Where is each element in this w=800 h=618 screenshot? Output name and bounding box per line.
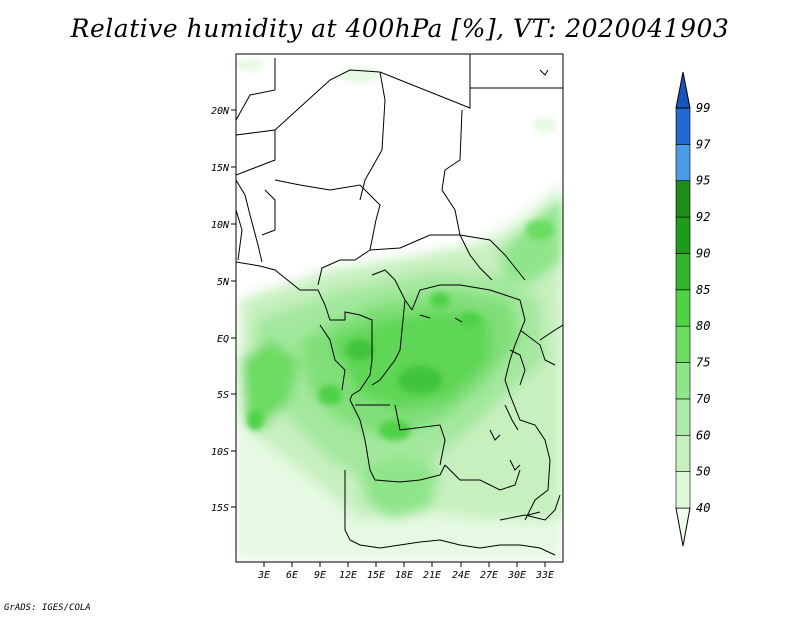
grads-credit: GrADS: IGES/COLA xyxy=(4,603,91,613)
colorbar-segment xyxy=(675,216,691,254)
longitude-axis: 3E 6E 9E 12E 15E 18E 21E 24E 27E 30E 33E xyxy=(257,562,554,581)
colorbar-top-arrow xyxy=(675,71,691,109)
lat-tick-label: EQ xyxy=(217,334,229,345)
latitude-axis: 20N 15N 10N 5N EQ 5S 10S 15S xyxy=(211,106,236,514)
colorbar-segment xyxy=(675,289,691,327)
colorbar-segment xyxy=(675,471,691,509)
colorbar-segment xyxy=(675,325,691,363)
colorbar-label: 90 xyxy=(696,246,710,260)
lat-tick-label: 10S xyxy=(211,447,229,458)
country-borders xyxy=(236,54,563,556)
colorbar-label: 40 xyxy=(696,501,710,515)
colorbar-segment xyxy=(675,180,691,218)
colorbar-segment xyxy=(675,362,691,400)
lon-tick-label: 6E xyxy=(286,570,298,581)
map-frame xyxy=(235,53,564,563)
colorbar-segment xyxy=(675,107,691,145)
colorbar-label: 60 xyxy=(696,428,710,442)
lon-tick-label: 3E xyxy=(257,570,270,581)
lat-tick-label: 5N xyxy=(217,277,230,288)
map-title: Relative humidity at 400hPa [%], VT: 202… xyxy=(70,14,730,43)
lon-tick-label: 30E xyxy=(507,570,526,581)
lon-tick-label: 27E xyxy=(480,570,498,581)
colorbar-label: 95 xyxy=(696,174,710,188)
colorbar-label: 92 xyxy=(696,210,710,224)
colorbar-bottom-arrow xyxy=(675,507,691,547)
colorbar-segment xyxy=(675,398,691,436)
lat-tick-label: 5S xyxy=(217,390,229,401)
lon-tick-label: 15E xyxy=(367,570,385,581)
lon-tick-label: 24E xyxy=(452,570,470,581)
colorbar-segment xyxy=(675,144,691,182)
colorbar-label: 80 xyxy=(696,319,710,333)
lon-tick-label: 18E xyxy=(395,570,413,581)
colorbar-label: 70 xyxy=(696,392,710,406)
lon-tick-label: 21E xyxy=(423,570,441,581)
lon-tick-label: 12E xyxy=(339,570,357,581)
colorbar-label: 99 xyxy=(696,101,710,115)
colorbar-label: 75 xyxy=(696,356,710,370)
lon-tick-label: 9E xyxy=(314,570,326,581)
colorbar-label: 97 xyxy=(696,137,711,151)
humidity-field xyxy=(236,54,563,562)
colorbar-label: 50 xyxy=(696,465,710,479)
lon-tick-label: 33E xyxy=(535,570,554,581)
lat-tick-label: 10N xyxy=(211,220,230,231)
lat-tick-label: 20N xyxy=(211,106,230,117)
colorbar: 40 50 60 70 75 80 85 90 92 95 97 99 xyxy=(675,71,711,547)
colorbar-segment xyxy=(675,434,691,472)
colorbar-label: 85 xyxy=(696,283,710,297)
colorbar-segment xyxy=(675,253,691,291)
lat-tick-label: 15S xyxy=(211,503,229,514)
lat-tick-label: 15N xyxy=(211,163,230,174)
